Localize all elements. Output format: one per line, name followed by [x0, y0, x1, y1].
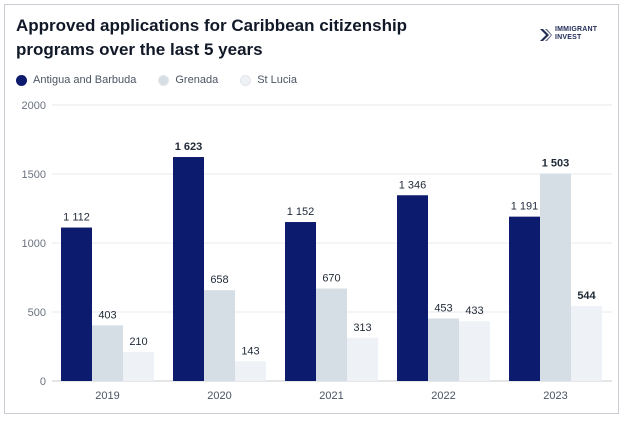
y-tick-label: 1500 [22, 169, 46, 181]
bar-2021-1 [316, 288, 347, 381]
data-label: 1 346 [399, 179, 427, 191]
chart-legend: Antigua and Barbuda Grenada St Lucia [16, 72, 319, 88]
bar-2020-0 [173, 157, 204, 381]
bar-2021-0 [285, 222, 316, 381]
data-label: 658 [210, 274, 228, 286]
chart-title: Approved applications for Caribbean citi… [16, 16, 408, 59]
legend-swatch [16, 74, 27, 86]
bar-2019-2 [123, 352, 154, 381]
bar-2022-1 [428, 318, 459, 381]
data-label: 433 [465, 305, 483, 317]
bar-2019-1 [92, 325, 123, 381]
legend-label: St Lucia [257, 74, 297, 86]
data-label: 143 [241, 345, 259, 357]
bar-2023-1 [540, 173, 571, 381]
logo-line-2: INVEST [555, 34, 582, 41]
data-label: 210 [129, 336, 147, 348]
data-label: 1 152 [287, 206, 315, 218]
bar-2022-0 [397, 195, 428, 381]
brand-logo: IMMIGRANT INVEST [540, 26, 610, 46]
data-label: 1 623 [175, 141, 203, 153]
logo-wordmark: IMMIGRANT INVEST [555, 26, 597, 42]
y-tick-label: 1000 [22, 238, 46, 250]
y-tick-label: 2000 [22, 100, 46, 112]
bar-2020-1 [204, 290, 235, 381]
bar-2023-0 [509, 216, 540, 381]
legend-label: Antigua and Barbuda [33, 74, 137, 86]
bar-2023-2 [571, 305, 602, 381]
y-tick-label: 0 [40, 376, 46, 388]
data-label: 313 [353, 322, 371, 334]
bar-2020-2 [235, 361, 266, 381]
logo-line-1: IMMIGRANT [555, 26, 598, 33]
data-label: 1 503 [542, 158, 570, 170]
x-tick-label: 2019 [95, 390, 119, 402]
x-tick-label: 2020 [207, 390, 231, 402]
legend-label: Grenada [175, 74, 219, 86]
bar-2021-2 [347, 337, 378, 381]
data-label: 544 [577, 290, 596, 302]
legend-swatch [158, 74, 170, 86]
y-tick-label: 500 [28, 307, 46, 319]
x-tick-label: 2021 [319, 390, 343, 402]
legend-swatch [240, 74, 252, 86]
data-label: 1 112 [63, 212, 90, 224]
logo-arrow-icon [540, 29, 552, 41]
data-label: 1 191 [511, 201, 539, 213]
legend-item-1: Grenada [158, 74, 218, 86]
data-label: 403 [98, 309, 116, 321]
bar-2019-0 [61, 227, 92, 381]
data-label: 670 [322, 273, 340, 285]
x-tick-label: 2022 [431, 390, 455, 402]
legend-item-0: Antigua and Barbuda [16, 74, 136, 86]
legend-item-2: St Lucia [240, 74, 297, 86]
bar-2022-2 [459, 321, 490, 381]
data-label: 453 [434, 302, 452, 314]
x-tick-label: 2023 [543, 390, 567, 402]
